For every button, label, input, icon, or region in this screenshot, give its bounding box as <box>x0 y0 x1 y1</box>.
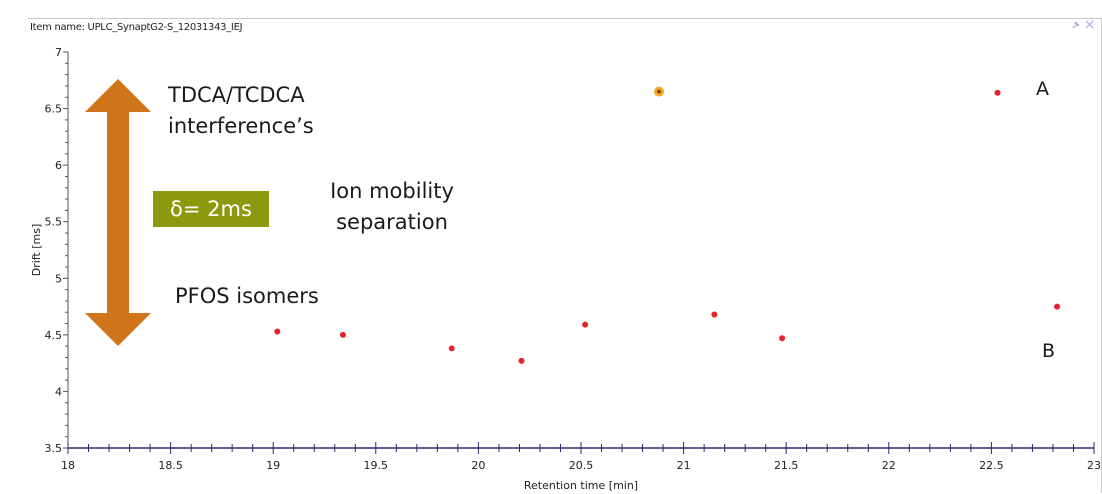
x-tick-label: 22 <box>882 459 896 472</box>
y-tick-label: 3.5 <box>45 442 63 455</box>
data-point <box>779 335 786 342</box>
y-tick-label: 6 <box>55 159 62 172</box>
pin-icon[interactable] <box>1071 21 1080 30</box>
x-tick-label: 18 <box>61 459 75 472</box>
x-tick-label: 18.5 <box>158 459 183 472</box>
ion-mobility-annotation: Ion mobility separation <box>303 176 481 238</box>
tdca-line1: TDCA/TCDCA <box>168 83 305 107</box>
data-points <box>274 86 1061 364</box>
close-icon[interactable] <box>1085 20 1094 29</box>
tdca-line2: interference’s <box>168 114 314 138</box>
y-tick-label: 5 <box>55 272 62 285</box>
data-point <box>339 331 346 338</box>
x-tick-label: 22.5 <box>979 459 1004 472</box>
x-tick-label: 20.5 <box>569 459 594 472</box>
chart-axes: 18 18.5 19 19.5 20 20.5 21 21.5 22 22.5 23 3.5 4 4.5 5… <box>30 46 1101 492</box>
data-point <box>274 328 281 335</box>
x-tick-label: 23 <box>1087 459 1101 472</box>
delta-box: δ= 2ms <box>153 191 269 227</box>
y-tick-label: 5.5 <box>45 216 63 229</box>
x-tick-label: 19.5 <box>364 459 389 472</box>
x-tick-label: 21 <box>677 459 691 472</box>
x-tick-label: 21.5 <box>774 459 799 472</box>
y-tick-label: 4 <box>55 385 62 398</box>
tdca-annotation: TDCA/TCDCA interference’s <box>168 80 314 142</box>
x-tick-label: 20 <box>471 459 485 472</box>
y-tick-label: 6.5 <box>45 103 63 116</box>
double-arrow-shape <box>85 79 151 346</box>
ion-line2: separation <box>336 210 448 234</box>
y-axis-title: Drift [ms] <box>30 224 43 277</box>
highlighted-point-center <box>657 89 661 94</box>
x-tick-label: 19 <box>266 459 280 472</box>
data-point <box>582 321 589 328</box>
data-point <box>518 357 525 364</box>
y-tick-label: 4.5 <box>45 329 63 342</box>
data-point <box>448 345 455 352</box>
label-a: A <box>1036 78 1049 100</box>
data-point <box>711 311 718 318</box>
data-point <box>994 89 1001 96</box>
y-tick-label: 7 <box>55 46 62 59</box>
ion-line1: Ion mobility <box>330 179 454 203</box>
label-b: B <box>1042 340 1056 362</box>
item-name-label: Item name: UPLC_SynaptG2-S_12031343_IEJ <box>30 22 243 33</box>
data-point <box>1054 303 1061 310</box>
double-arrow <box>85 79 151 346</box>
pfos-annotation: PFOS isomers <box>175 284 319 308</box>
x-axis-title: Retention time [min] <box>524 479 638 492</box>
